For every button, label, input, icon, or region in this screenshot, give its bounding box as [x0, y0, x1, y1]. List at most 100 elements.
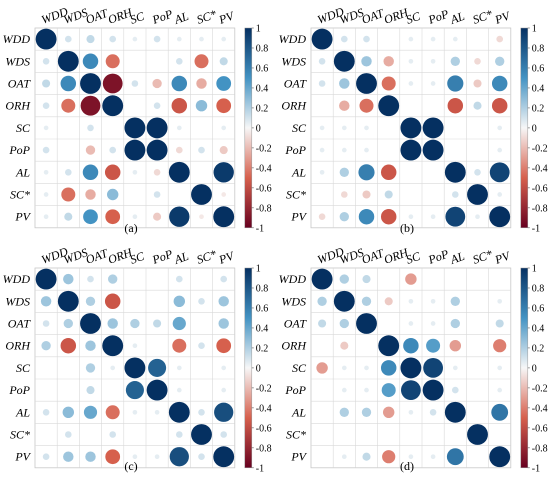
corr-circle-pv-sc-star: [199, 214, 204, 220]
row-label-wdd: WDD: [279, 272, 307, 286]
corr-circle-sc-pop: [148, 358, 167, 377]
corr-circle-sc-star-wds: [65, 431, 72, 438]
corr-circle-wds-wdd: [42, 58, 50, 65]
corr-circle-wdd-wds: [65, 35, 72, 43]
corr-circle-sc-al: [452, 365, 458, 371]
corr-circle-pop-al: [176, 146, 183, 154]
colorbar-tick-label: 0.2: [256, 103, 268, 114]
row-label-oat: OAT: [8, 317, 32, 331]
row-label-wds: WDS: [5, 54, 30, 68]
corr-circle-oat-pv: [495, 319, 504, 328]
corr-circle-wdd-wdd: [311, 28, 333, 50]
colorbar: [520, 27, 529, 229]
row-label-pv: PV: [14, 210, 31, 224]
corr-circle-al-sc: [408, 409, 414, 415]
corr-circle-wds-orh: [105, 54, 120, 69]
corr-circle-al-pv: [489, 162, 510, 183]
corr-circle-pop-al: [452, 386, 459, 394]
corr-circle-sc-star-oat: [362, 190, 371, 199]
corr-circle-orh-oat: [80, 95, 101, 116]
colorbar-tick-label: 0.8: [532, 43, 545, 54]
corr-circle-oat-wds: [339, 318, 349, 329]
colorbar-tick-label: -0.8: [256, 203, 272, 214]
corr-circle-wds-pv: [497, 298, 503, 304]
colorbar-tick-label: 0.2: [256, 343, 268, 354]
corr-circle-orh-pv: [491, 97, 508, 114]
corr-circle-sc-pop: [423, 358, 443, 378]
colorbar: [520, 267, 529, 469]
col-label-al: AL: [448, 249, 467, 267]
corr-circle-wds-wds: [57, 50, 79, 72]
corr-circle-pop-pv: [497, 387, 503, 393]
col-label-sc: SC: [404, 9, 423, 27]
corr-circle-wds-orh: [104, 293, 121, 310]
row-label-oat: OAT: [8, 77, 32, 91]
corr-circle-oat-wds: [63, 318, 73, 329]
row-label-al: AL: [291, 405, 306, 419]
corr-circle-oat-pv: [218, 318, 229, 329]
corr-circle-pv-pv: [489, 206, 511, 228]
corr-circle-oat-al: [171, 75, 188, 92]
corr-circle-sc-oat: [85, 363, 96, 373]
col-label-sc: SC: [404, 249, 423, 267]
corr-circle-sc-sc: [400, 117, 422, 139]
corr-circle-oat-orh: [102, 73, 123, 94]
corr-circle-pv-wds: [64, 212, 73, 221]
corr-circle-oat-al: [172, 316, 186, 331]
corr-circle-pv-wdd: [318, 213, 326, 220]
colorbar-tick-label: -0.6: [256, 183, 272, 194]
corr-circle-al-wds: [65, 169, 72, 176]
row-label-pv: PV: [290, 210, 307, 224]
corr-circle-pop-sc-star: [198, 146, 205, 154]
corr-circle-wds-wdd: [40, 296, 52, 307]
colorbar: [244, 267, 253, 469]
corr-circle-pv-oat: [362, 452, 371, 461]
corr-circle-sc-star-oat: [85, 189, 96, 200]
corr-circle-pv-orh: [380, 208, 397, 225]
corr-circle-wds-pv: [218, 296, 229, 307]
corr-circle-wdd-wds: [63, 273, 74, 285]
corr-circle-pv-oat: [85, 451, 96, 462]
corr-circle-pv-oat: [358, 208, 375, 225]
colorbar-tick-label: -1: [256, 223, 264, 234]
col-label-sc: SC: [128, 9, 147, 27]
corr-circle-wds-wdd: [318, 58, 326, 65]
col-label-pop: PoP: [425, 6, 451, 27]
corr-circle-pop-oat: [85, 145, 96, 155]
colorbar-tick-label: 0.4: [256, 83, 268, 94]
corr-circle-al-orh: [104, 164, 121, 181]
corr-circle-orh-al: [171, 97, 188, 114]
colorbar-tick-label: 0.4: [532, 323, 545, 334]
corr-circle-oat-orh: [107, 318, 118, 329]
corr-circle-sc-star-pop: [153, 191, 161, 198]
corr-circle-wdd-wdd: [35, 28, 57, 50]
corr-circle-orh-pop: [153, 102, 161, 109]
corr-circle-wdd-pop: [430, 36, 436, 42]
corr-circle-sc-star-orh: [384, 190, 393, 199]
corr-circle-sc-al: [176, 365, 182, 371]
corr-circle-oat-wdd: [318, 319, 327, 328]
row-label-wdd: WDD: [3, 32, 31, 46]
corr-circle-pv-al: [446, 448, 464, 466]
corr-circle-wds-al: [450, 56, 460, 66]
colorbar-tick-label: -0.2: [532, 143, 548, 154]
row-label-sc: SC: [292, 361, 307, 375]
corr-circle-oat-pop: [430, 321, 436, 326]
corr-circle-pv-sc: [132, 214, 138, 220]
row-label-orh: ORH: [5, 339, 31, 353]
corr-circle-al-pv: [491, 403, 509, 421]
corr-circle-oat-wdd: [318, 80, 326, 87]
corr-circle-al-wdd: [43, 169, 49, 175]
corr-circle-sc-star-pv: [220, 431, 227, 438]
colorbar-tick-label: -1: [532, 463, 540, 474]
corr-circle-pv-al: [445, 206, 466, 227]
corr-circle-orh-sc-star: [198, 342, 205, 350]
corr-circle-pv-orh: [382, 450, 396, 464]
corr-circle-orh-orh: [102, 95, 124, 117]
colorbar-tick-label: -1: [256, 463, 264, 474]
corr-circle-al-al: [444, 161, 466, 183]
corr-circle-al-pv: [213, 162, 234, 183]
